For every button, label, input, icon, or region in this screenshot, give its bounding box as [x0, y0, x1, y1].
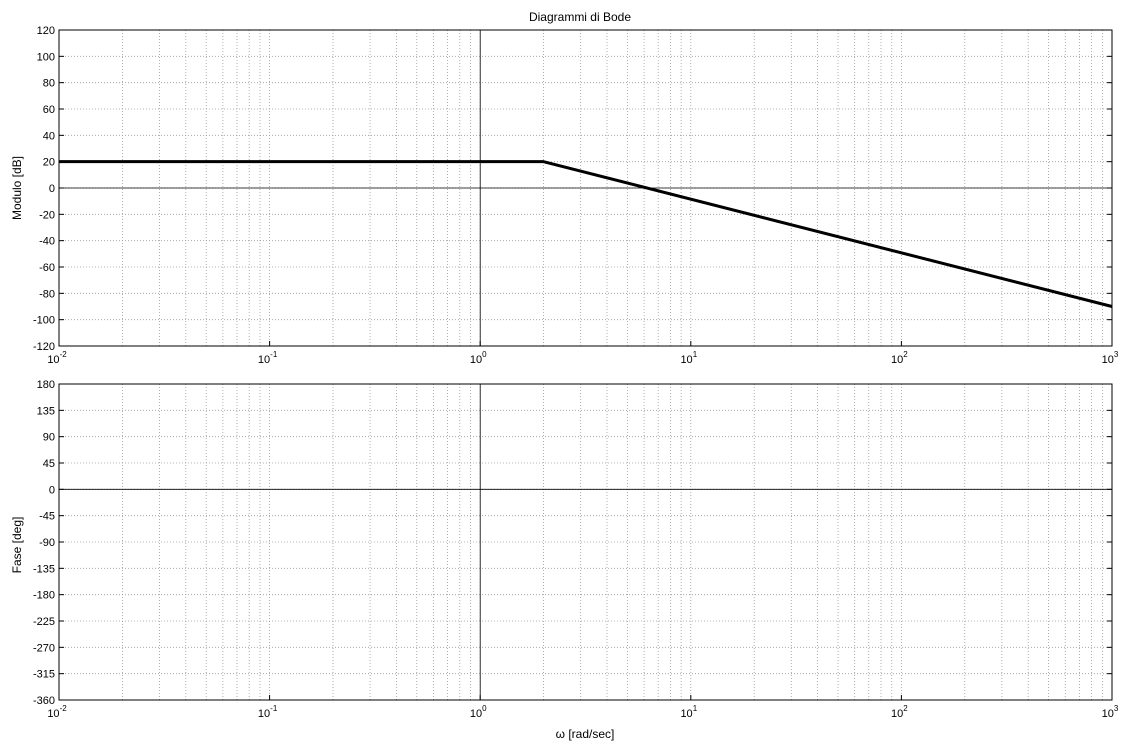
frequency-x-axis-label: ω [rad/sec]: [556, 727, 615, 741]
magnitude-y-tick-label: 120: [37, 25, 55, 37]
phase-y-tick-label: -180: [33, 590, 55, 602]
magnitude-y-tick-label: -60: [39, 262, 55, 274]
phase-x-tick-label: 10-1: [258, 704, 278, 720]
phase-panel: -360 -315 -270 -225 -180 -135 -90 -45 0 45 90 135 18…: [33, 379, 1119, 720]
magnitude-y-tick-label: -20: [39, 209, 55, 221]
phase-y-tick-label: 180: [37, 379, 55, 391]
magnitude-y-tick-label: -40: [39, 236, 55, 248]
magnitude-y-tick-label: 80: [43, 78, 55, 90]
phase-y-tick-label: -90: [39, 537, 55, 549]
phase-y-tick-label: 90: [43, 432, 55, 444]
phase-plot-area: [59, 384, 1112, 700]
magnitude-y-tick-label: -120: [33, 341, 55, 353]
phase-x-tick-label: 102: [891, 704, 908, 720]
phase-x-tick-label: 10-2: [47, 704, 67, 720]
magnitude-x-tick-label: 102: [891, 350, 908, 366]
magnitude-x-tick-label: 10-1: [258, 350, 278, 366]
magnitude-x-tick-label: 101: [680, 350, 697, 366]
phase-y-tick-label: -225: [33, 616, 55, 628]
phase-y-tick-label: -270: [33, 642, 55, 654]
magnitude-y-tick-label: 60: [43, 104, 55, 116]
phase-y-axis-label: Fase [deg]: [10, 517, 24, 574]
magnitude-y-tick-label: -80: [39, 288, 55, 300]
magnitude-x-tick-label: 103: [1102, 350, 1119, 366]
phase-x-tick-label: 100: [470, 704, 487, 720]
phase-y-tick-label: 45: [43, 458, 55, 470]
magnitude-y-tick-label: 20: [43, 157, 55, 169]
phase-y-tick-label: -45: [39, 511, 55, 523]
phase-y-tick-label: 0: [49, 484, 55, 496]
magnitude-y-tick-label: 100: [37, 51, 55, 63]
magnitude-y-tick-label: -100: [33, 315, 55, 327]
phase-x-tick-label: 103: [1102, 704, 1119, 720]
magnitude-y-axis-label: Modulo [dB]: [10, 156, 24, 220]
magnitude-x-tick-label: 100: [470, 350, 487, 366]
magnitude-series-line: [59, 160, 1113, 308]
phase-y-tick-label: -135: [33, 563, 55, 575]
phase-x-tick-label: 101: [680, 704, 697, 720]
magnitude-y-tick-label: 40: [43, 130, 55, 142]
phase-y-tick-label: 135: [37, 405, 55, 417]
magnitude-y-tick-label: 0: [49, 183, 55, 195]
phase-y-tick-label: -360: [33, 695, 55, 707]
chart-title: Diagrammi di Bode: [529, 10, 631, 24]
magnitude-x-tick-label: 10-2: [47, 350, 67, 366]
magnitude-panel: -120 -100 -80 -60 -40 -20 0 20 40 60 80 100 120 10-2 1…: [33, 25, 1119, 366]
phase-y-tick-label: -315: [33, 669, 55, 681]
